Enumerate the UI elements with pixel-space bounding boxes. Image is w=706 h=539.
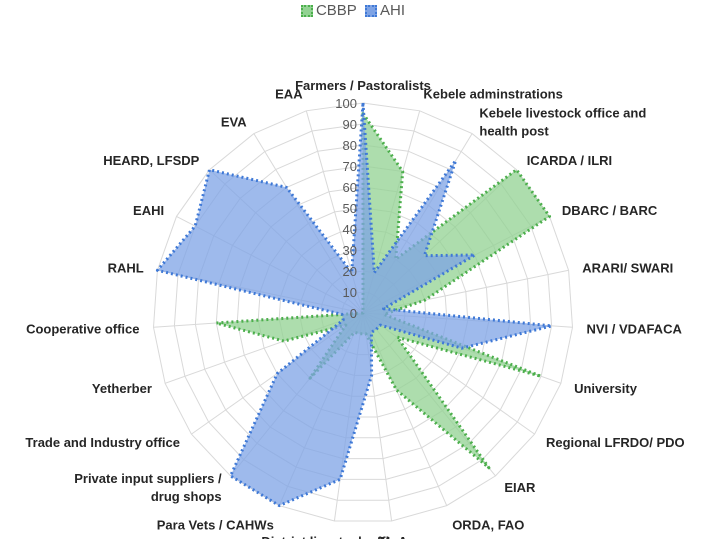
category-label-eahi: EAHI	[133, 203, 164, 218]
category-label-trade-and-industry-office: Trade and Industry office	[25, 435, 180, 450]
category-label-dbarc-barc: DBARC / BARC	[562, 203, 658, 218]
legend-swatch-ahi	[365, 4, 377, 17]
category-label-eiar: EIAR	[504, 480, 536, 495]
category-label-cooperative-office: Cooperative office	[26, 321, 139, 336]
category-label-private-input-suppliers-drug-shops: Private input suppliers / drug shops	[74, 471, 222, 504]
legend-swatch-cbbp	[300, 4, 313, 17]
category-label-nvi-vdafaca: NVI / VDAFACA	[587, 321, 683, 336]
radial-tick-label: 100	[335, 96, 357, 111]
category-label-regional-lfrdo-pdo: Regional LFRDO/ PDO	[546, 435, 685, 450]
radial-tick-label: 20	[343, 264, 357, 279]
category-label-eaa: EAA	[275, 86, 303, 101]
category-label-kebele-adminstrations: Kebele adminstrations	[423, 86, 562, 101]
category-label-heard-lfsdp: HEARD, LFSDP	[103, 153, 199, 168]
category-label-farmers-pastoralists: Farmers / Pastoralists	[295, 78, 431, 93]
legend-label-cbbp: CBBP	[315, 2, 357, 19]
radial-tick-label: 90	[343, 117, 357, 132]
series-areas	[155, 101, 554, 508]
category-label-kebele-livestock-office-and-health-post: Kebele livestock office and health post	[479, 106, 646, 139]
legend-label-ahi: AHI	[380, 2, 406, 19]
radial-tick-label: 50	[343, 201, 357, 216]
legend-item-ahi: AHI	[365, 2, 405, 19]
category-label-icarda-ilri: ICARDA / ILRI	[527, 153, 612, 168]
radial-tick-label: 40	[343, 222, 357, 237]
legend-item-cbbp: CBBP	[300, 2, 357, 19]
series-area-ahi	[155, 101, 554, 508]
radial-tick-label: 80	[343, 138, 357, 153]
category-label-district-livestock-office: District livestock office	[261, 534, 403, 539]
category-label-moa: MoA	[379, 534, 408, 539]
radial-tick-label: 0	[350, 306, 357, 321]
category-label-para-vets-cahws: Para Vets / CAHWs	[157, 518, 274, 533]
category-label-arari-swari: ARARI/ SWARI	[582, 260, 673, 275]
category-label-yetherber: Yetherber	[92, 381, 152, 396]
category-label-university: University	[574, 381, 638, 396]
radial-tick-label: 70	[343, 159, 357, 174]
radial-tick-labels: 0 10 20 30 40 50 60 70 80 90 100	[335, 96, 357, 321]
radial-tick-label: 30	[343, 243, 357, 258]
category-label-rahl: RAHL	[108, 260, 144, 275]
chart-legend: CBBP AHI	[0, 2, 706, 21]
radial-tick-label: 10	[343, 285, 357, 300]
radial-tick-label: 60	[343, 180, 357, 195]
category-label-eva: EVA	[221, 115, 247, 130]
category-label-orda-fao: ORDA, FAO	[452, 518, 524, 533]
